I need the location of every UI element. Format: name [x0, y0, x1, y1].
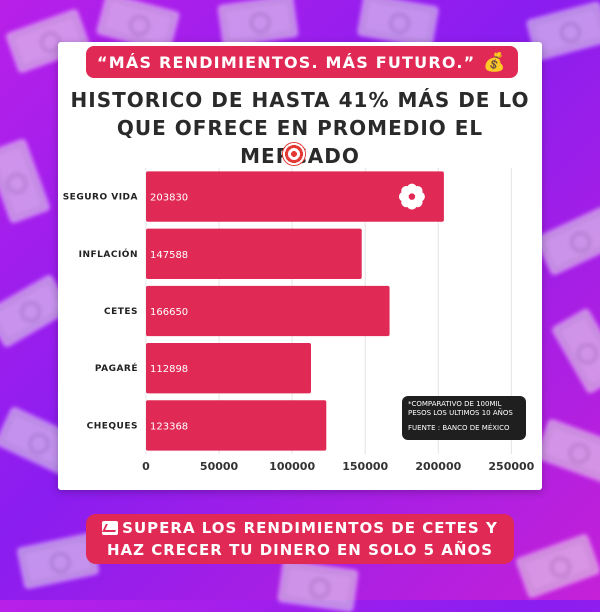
source-note: *COMPARATIVO DE 100MIL PESOS LOS ULTIMOS…: [402, 396, 526, 440]
note-comparison: *COMPARATIVO DE 100MIL PESOS LOS ULTIMOS…: [408, 400, 513, 417]
slogan-banner: “MÁS RENDIMIENTOS. MÁS FUTURO.” 💰: [86, 46, 518, 78]
bar: [146, 285, 390, 337]
bar: [146, 228, 362, 279]
category-label: PAGARÉ: [95, 362, 138, 374]
background-bill: [550, 307, 600, 395]
category-label: CHEQUES: [87, 421, 138, 431]
bar-chart: 0 50000 100000 150000 200000 250000 SEGURO VID…: [63, 168, 535, 473]
x-tick-label: 100000: [269, 460, 315, 473]
target-icon: [282, 142, 306, 166]
background-bill: [277, 559, 359, 612]
x-tick-label: 150000: [342, 460, 388, 473]
slogan-text: “MÁS RENDIMIENTOS. MÁS FUTURO.”: [97, 52, 476, 72]
flower-logo-icon: [398, 183, 425, 210]
data-label: 203830: [150, 193, 188, 204]
category-label: SEGURO VIDA: [63, 193, 138, 203]
background-bill: [0, 138, 51, 224]
chart-increasing-icon: [102, 521, 119, 535]
background-bill: [217, 0, 299, 48]
bar: [146, 343, 312, 394]
x-tick-label: 250000: [488, 460, 534, 473]
bar: [146, 400, 327, 451]
data-label: 166650: [150, 307, 188, 318]
x-tick-label: 0: [142, 460, 150, 473]
money-bag-icon: 💰: [483, 51, 507, 73]
footer-banner: SUPERA LOS RENDIMIENTOS DE CETES Y HAZ C…: [86, 514, 514, 564]
data-label: 123368: [150, 421, 188, 432]
bar: [146, 171, 444, 222]
x-tick-label: 50000: [200, 460, 239, 473]
data-label: 112898: [150, 364, 188, 375]
background-bill: [534, 205, 600, 277]
category-label: INFLACIÓN: [79, 248, 138, 260]
category-label: CETES: [104, 307, 138, 317]
background-bill: [515, 533, 600, 599]
data-label: 147588: [150, 250, 188, 261]
note-source: FUENTE : BANCO DE MÉXICO: [408, 424, 510, 432]
background-bill: [535, 418, 600, 484]
x-tick-label: 200000: [415, 460, 461, 473]
footer-text: SUPERA LOS RENDIMIENTOS DE CETES Y HAZ C…: [106, 519, 498, 559]
